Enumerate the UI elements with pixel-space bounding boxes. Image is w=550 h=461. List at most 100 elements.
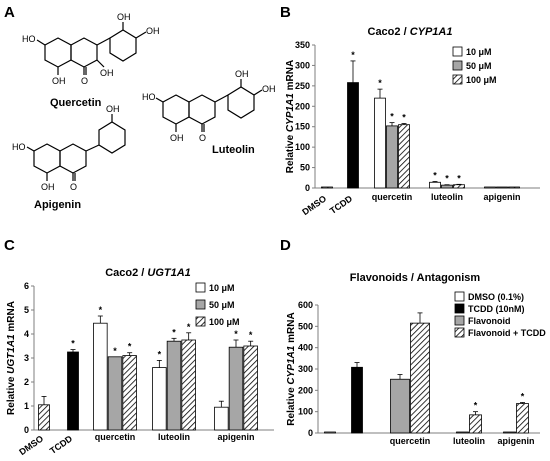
panel-c-y-tick-label: 1	[24, 401, 29, 411]
panel-b-title-text: Caco2 /	[368, 26, 410, 38]
panel-c-y-tick-label: 2	[24, 377, 29, 387]
panel-c-bar	[214, 406, 229, 431]
panel-c-y-tick-label: 4	[24, 329, 29, 339]
panel-d-significance-mark: *	[521, 391, 525, 401]
panel-d-legend-swatch	[454, 315, 465, 326]
panel-b-title: Caco2 / CYP1A1	[368, 26, 453, 38]
panel-c-significance-mark: *	[249, 330, 253, 340]
panel-d-y-tick-label: 200	[298, 385, 313, 395]
quercetin-ho: HO	[22, 34, 36, 44]
panel-c-bar	[243, 345, 258, 431]
panel-b-bar	[347, 82, 359, 189]
panel-c-category-label: DMSO	[17, 433, 45, 457]
panel-c-significance-mark: *	[158, 349, 162, 359]
panel-d-y-axis-label-post: mRNA	[286, 312, 297, 345]
panel-c-category-label: quercetin	[95, 432, 136, 442]
panel-a-label: A	[4, 4, 15, 21]
panel-c-bar	[228, 346, 244, 431]
quercetin-oh-4: OH	[100, 68, 114, 78]
panel-b-significance-mark: *	[445, 174, 449, 184]
panel-c-bar	[38, 404, 50, 431]
panel-d-y-tick-label: 300	[298, 364, 313, 374]
panel-d-bar	[469, 414, 482, 434]
panel-b-significance-mark: *	[402, 112, 406, 122]
panel-c-legend-label: 100 μM	[209, 317, 240, 327]
panel-d-label: D	[280, 237, 291, 254]
panel-b-bar	[484, 186, 496, 189]
quercetin-oh-2: OH	[146, 26, 160, 36]
panel-c-category-label: apigenin	[217, 432, 254, 442]
panel-c-significance-mark: *	[128, 342, 132, 352]
panel-b-y-tick-label: 100	[295, 142, 310, 152]
panel-b-category-label: quercetin	[372, 192, 413, 202]
panel-d-bar	[410, 322, 430, 434]
apigenin-oh-2: OH	[41, 182, 55, 192]
panel-c-title-gene: UGT1A1	[147, 267, 190, 279]
panel-d-significance-mark: *	[474, 401, 478, 411]
panel-b-legend-label: 10 μM	[466, 47, 492, 57]
panel-b-y-axis-label-post: mRNA	[285, 60, 296, 93]
panel-d-y-tick-label: 600	[298, 300, 313, 310]
panel-b-legend-swatch	[452, 60, 463, 71]
panel-c-significance-mark: *	[113, 346, 117, 356]
panel-b-y-axis-label: Relative CYP1A1 mRNA	[285, 60, 296, 173]
quercetin-o: O	[81, 76, 88, 86]
panel-c-legend-label: 50 μM	[209, 300, 235, 310]
panel-b-y-tick-label: 250	[295, 81, 310, 91]
apigenin-oh-1: OH	[106, 104, 120, 114]
panel-d-bar	[324, 431, 336, 434]
panel-d-category-label: quercetin	[390, 436, 431, 446]
panel-b-bar	[374, 97, 386, 189]
panel-c-y-axis-label-pre: Relative	[6, 374, 17, 415]
panel-d-bar	[503, 431, 516, 434]
panel-c-bar	[166, 340, 182, 431]
panel-c-legend-swatch	[195, 282, 206, 293]
panel-c-bar	[93, 322, 108, 431]
panel-b-y-axis-label-gene: CYP1A1	[285, 93, 296, 132]
panel-d-y-tick-label: 400	[298, 343, 313, 353]
panel-b-significance-mark: *	[351, 50, 355, 60]
panel-c-significance-mark: *	[234, 329, 238, 339]
apigenin-atoms: OH HO OH O Apigenin	[12, 104, 120, 211]
panel-c-legend-swatch	[195, 316, 206, 327]
quercetin-oh-1: OH	[117, 12, 131, 22]
panel-b-legend-swatch	[452, 46, 463, 57]
panel-b-legend-label: 100 μM	[466, 75, 497, 85]
compound-name-luteolin: Luteolin	[212, 144, 255, 156]
panel-b-bar	[429, 181, 441, 189]
quercetin-atoms: OH OH HO OH O OH Quercetin	[22, 12, 160, 109]
panel-d-legend-label: TCDD (10nM)	[468, 304, 525, 314]
panel-d-y-tick-label: 0	[308, 428, 313, 438]
panel-b-category-label: DMSO	[300, 193, 328, 217]
panel-b-y-tick-label: 0	[305, 183, 310, 193]
luteolin-oh-3: OH	[170, 133, 184, 143]
panel-c-bar	[67, 351, 79, 431]
panel-d-legend-label: Flavonoid + TCDD	[468, 328, 546, 338]
panel-d-legend-swatch	[454, 327, 465, 338]
panel-d-category-label: apigenin	[497, 436, 534, 446]
panel-c-y-tick-label: 6	[24, 281, 29, 291]
panel-b-category-label: luteolin	[431, 192, 463, 202]
panel-c-bar	[181, 339, 196, 431]
panel-b-title-gene: CYP1A1	[410, 26, 453, 38]
panel-d-legend-label: DMSO (0.1%)	[468, 292, 524, 302]
panel-b-y-tick-label: 350	[295, 40, 310, 50]
panel-d-y-tick-label: 100	[298, 407, 313, 417]
luteolin-atoms: OH OH HO OH O Luteolin	[142, 69, 276, 156]
panel-c-legend-label: 10 μM	[209, 283, 235, 293]
panel-d-bar	[516, 403, 529, 434]
luteolin-ho: HO	[142, 92, 156, 102]
panel-c-bar	[122, 355, 137, 431]
apigenin-o: O	[70, 182, 77, 192]
panel-b-bar	[321, 186, 333, 189]
panel-b-bar	[441, 184, 453, 189]
panel-b-bar	[496, 186, 508, 189]
apigenin-ho: HO	[12, 142, 26, 152]
panel-b-y-tick-label: 300	[295, 60, 310, 70]
panel-b-legend-label: 50 μM	[466, 61, 492, 71]
panel-b-y-tick-label: 150	[295, 122, 310, 132]
panel-d-y-axis-label-gene: CYP1A1	[286, 345, 297, 384]
